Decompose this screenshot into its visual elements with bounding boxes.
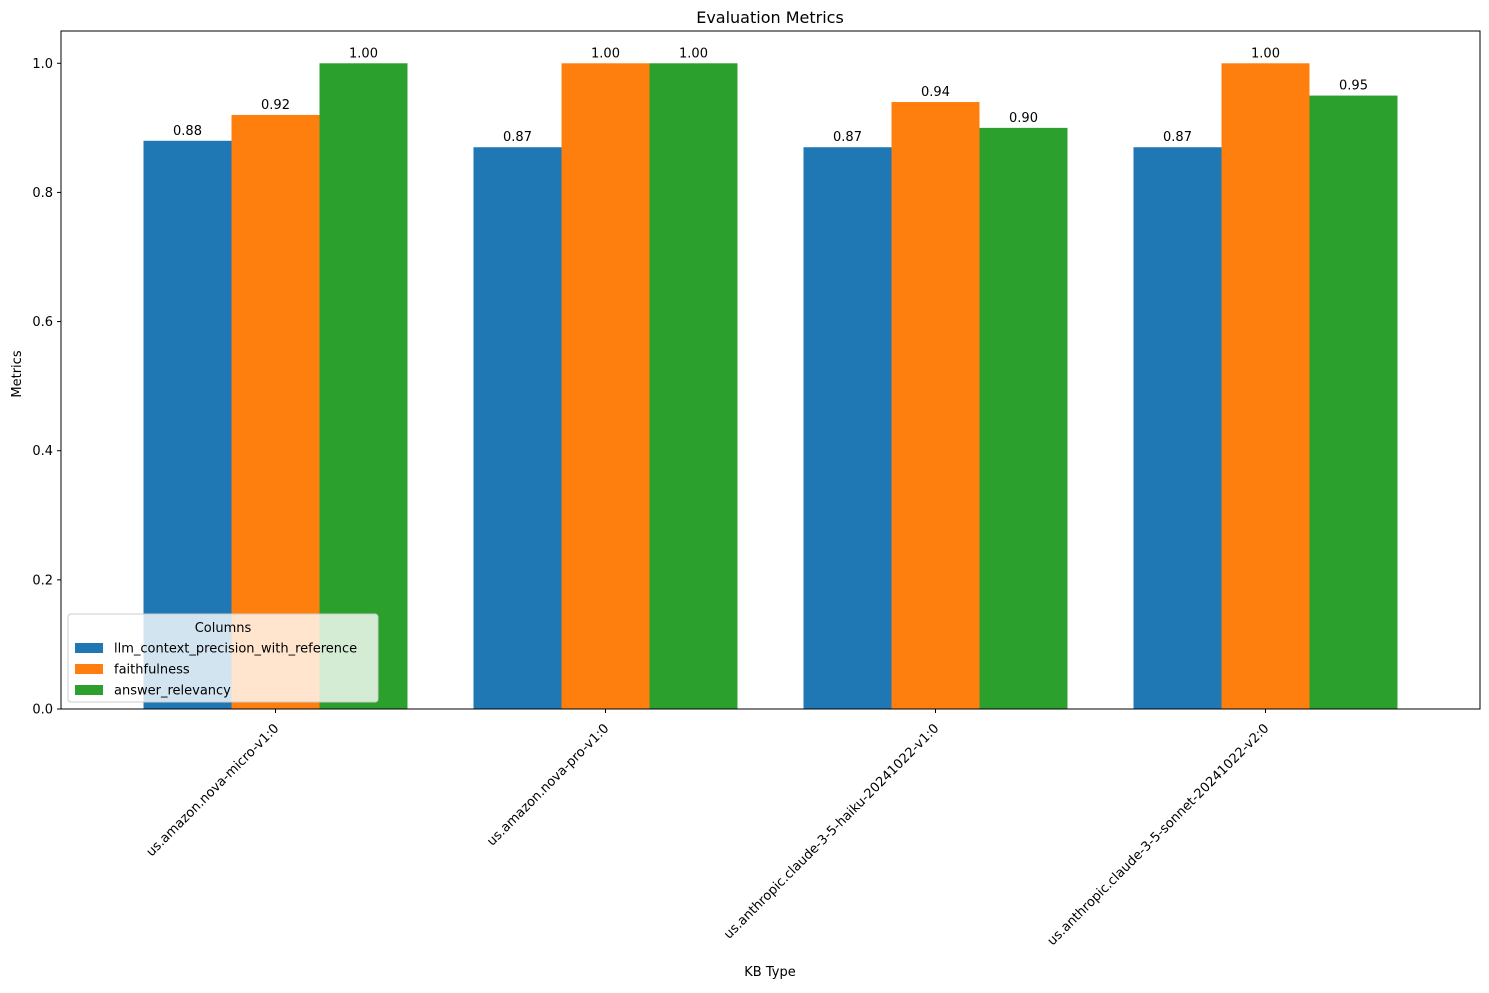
y-axis-ticks: 0.0 0.2 0.4 0.6 0.8 1.0 [32, 57, 61, 718]
bar-faithfulness-1 [561, 63, 650, 710]
x-axis-ticks: us.amazon.nova-micro-v1:0 us.amazon.nova-… [144, 709, 1273, 949]
bar-faithfulness-3 [1221, 63, 1310, 710]
bar-answer_relevancy-1 [649, 63, 738, 710]
bar-answer_relevancy-2 [979, 127, 1068, 710]
chart-title: Evaluation Metrics [696, 8, 844, 27]
y-tick-label: 0.6 [32, 315, 53, 330]
legend-swatch-faithfulness [75, 664, 103, 674]
y-tick-label: 0.0 [32, 703, 53, 718]
legend-box [67, 613, 379, 703]
bar-value-label: 0.87 [503, 130, 532, 145]
bar-llm_context_precision_with_reference-1 [473, 147, 562, 709]
bar-faithfulness-0 [231, 114, 320, 709]
y-tick-label: 0.2 [32, 573, 53, 588]
bar-value-label: 0.87 [833, 130, 862, 145]
bar-value-label: 0.95 [1339, 79, 1368, 94]
bar-value-label: 0.87 [1163, 130, 1192, 145]
bar-value-label: 1.00 [1251, 46, 1280, 61]
bars-layer: 0.88 0.87 0.87 0.87 0.92 1.00 0.94 1.00 1.00 1.00… [143, 46, 1398, 710]
bar-value-label: 0.92 [261, 98, 290, 113]
bar-value-label: 1.00 [679, 46, 708, 61]
bar-faithfulness-2 [891, 102, 980, 710]
y-axis-label: Metrics [10, 350, 25, 397]
x-tick-label: us.anthropic.claude-3-5-haiku-20241022-v… [721, 721, 942, 942]
x-tick-label: us.anthropic.claude-3-5-sonnet-20241022-… [1045, 721, 1273, 949]
legend-entries: llm_context_precision_with_referencefait… [75, 642, 357, 699]
bar-llm_context_precision_with_reference-2 [803, 147, 892, 709]
plot-frame [60, 30, 1481, 710]
bar-llm_context_precision_with_reference-3 [1133, 147, 1222, 709]
bar-answer_relevancy-3 [1309, 95, 1398, 710]
legend-label-answer_relevancy: answer_relevancy [114, 684, 231, 699]
x-tick-label: us.amazon.nova-micro-v1:0 [144, 721, 283, 860]
x-tick-label: us.amazon.nova-pro-v1:0 [484, 721, 612, 849]
legend: Columns llm_context_precision_with_refer… [67, 613, 379, 703]
y-tick-label: 0.4 [32, 444, 53, 459]
y-tick-label: 1.0 [32, 57, 53, 72]
x-axis-label: KB Type [744, 965, 795, 980]
bar-value-label: 0.90 [1009, 111, 1038, 126]
legend-swatch-answer_relevancy [75, 685, 103, 695]
bar-answer_relevancy-0 [319, 63, 408, 710]
bar-value-label: 0.94 [921, 85, 950, 100]
legend-title: Columns [195, 621, 252, 636]
bar-value-label: 1.00 [591, 46, 620, 61]
y-tick-label: 0.8 [32, 186, 53, 201]
bar-value-label: 1.00 [349, 46, 378, 61]
legend-swatch-llm_context_precision_with_reference [75, 643, 103, 653]
legend-label-llm_context_precision_with_reference: llm_context_precision_with_reference [114, 642, 357, 657]
bar-value-label: 0.88 [173, 124, 202, 139]
legend-label-faithfulness: faithfulness [114, 663, 190, 678]
